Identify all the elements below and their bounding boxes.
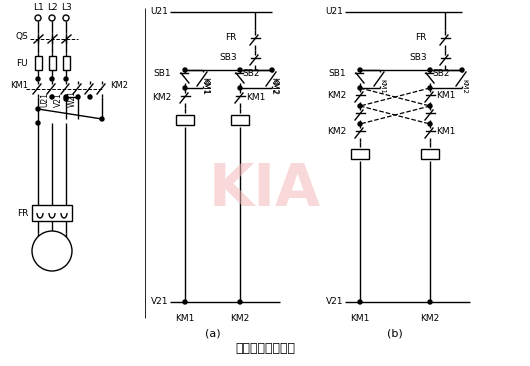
Text: L2: L2: [47, 3, 57, 12]
Bar: [351, 149, 369, 159]
Text: SB2: SB2: [242, 70, 260, 78]
Text: KM2: KM2: [327, 92, 346, 101]
Circle shape: [64, 77, 68, 81]
Circle shape: [428, 86, 432, 90]
Text: FR: FR: [226, 34, 237, 42]
Circle shape: [428, 122, 432, 126]
Circle shape: [36, 121, 40, 125]
Circle shape: [358, 86, 362, 90]
Circle shape: [50, 95, 54, 99]
Circle shape: [88, 95, 92, 99]
Circle shape: [183, 68, 187, 72]
Bar: [63, 56, 69, 70]
Circle shape: [35, 15, 41, 21]
Text: L1: L1: [33, 3, 43, 12]
Circle shape: [460, 68, 464, 72]
Circle shape: [100, 117, 104, 121]
Text: W21: W21: [68, 90, 77, 107]
Circle shape: [428, 68, 432, 72]
Circle shape: [358, 300, 362, 304]
Circle shape: [64, 97, 68, 101]
Text: (a): (a): [205, 328, 220, 338]
Circle shape: [238, 300, 242, 304]
Bar: [49, 56, 56, 70]
Circle shape: [63, 15, 69, 21]
Circle shape: [183, 86, 187, 90]
Text: KM1: KM1: [10, 81, 28, 90]
Text: KM2: KM2: [271, 79, 277, 94]
Text: KM1: KM1: [436, 127, 455, 137]
Bar: [176, 115, 194, 125]
Text: KM2: KM2: [269, 77, 278, 95]
Text: QS: QS: [15, 33, 28, 41]
Text: U21: U21: [150, 7, 168, 16]
Text: V21: V21: [151, 298, 168, 306]
Text: U21: U21: [40, 92, 49, 107]
Circle shape: [270, 68, 274, 72]
Circle shape: [428, 300, 432, 304]
Text: KM1: KM1: [379, 79, 385, 94]
Text: KM2: KM2: [152, 93, 171, 102]
Bar: [231, 115, 249, 125]
Text: SB3: SB3: [219, 53, 237, 63]
Circle shape: [76, 95, 80, 99]
Circle shape: [36, 77, 40, 81]
Text: KM2: KM2: [420, 314, 439, 323]
Circle shape: [50, 77, 54, 81]
Text: FU: FU: [16, 59, 28, 67]
Circle shape: [358, 68, 362, 72]
Text: KM1: KM1: [175, 314, 195, 323]
Text: KM1: KM1: [436, 92, 455, 101]
Text: M: M: [46, 244, 58, 258]
Circle shape: [183, 300, 187, 304]
Text: FR: FR: [416, 34, 427, 42]
Circle shape: [36, 107, 40, 111]
Bar: [421, 149, 439, 159]
Text: KM2: KM2: [231, 314, 250, 323]
Circle shape: [238, 86, 242, 90]
Text: KM1: KM1: [202, 79, 208, 94]
Text: SB1: SB1: [153, 70, 171, 78]
Text: SB3: SB3: [409, 53, 427, 63]
Text: SB2: SB2: [432, 70, 449, 78]
Text: KM1: KM1: [350, 314, 370, 323]
Circle shape: [428, 104, 432, 108]
Circle shape: [64, 95, 68, 99]
Text: V21: V21: [325, 298, 343, 306]
Text: 电动机正反转电路: 电动机正反转电路: [235, 341, 295, 355]
Text: V21: V21: [54, 92, 63, 107]
Text: KIA: KIA: [209, 161, 321, 219]
Text: U21: U21: [325, 7, 343, 16]
Bar: [32, 205, 72, 221]
Text: KM1: KM1: [246, 93, 266, 102]
Circle shape: [32, 231, 72, 271]
Text: KM2: KM2: [327, 127, 346, 137]
Circle shape: [358, 104, 362, 108]
Text: KM2: KM2: [461, 79, 467, 94]
Text: (b): (b): [387, 328, 403, 338]
Text: SB1: SB1: [329, 70, 346, 78]
Text: KM1: KM1: [200, 77, 209, 95]
Text: FR: FR: [16, 209, 28, 217]
Text: L3: L3: [60, 3, 72, 12]
Text: KM2: KM2: [110, 81, 128, 90]
Circle shape: [358, 122, 362, 126]
Circle shape: [238, 68, 242, 72]
Circle shape: [49, 15, 55, 21]
Bar: [34, 56, 41, 70]
